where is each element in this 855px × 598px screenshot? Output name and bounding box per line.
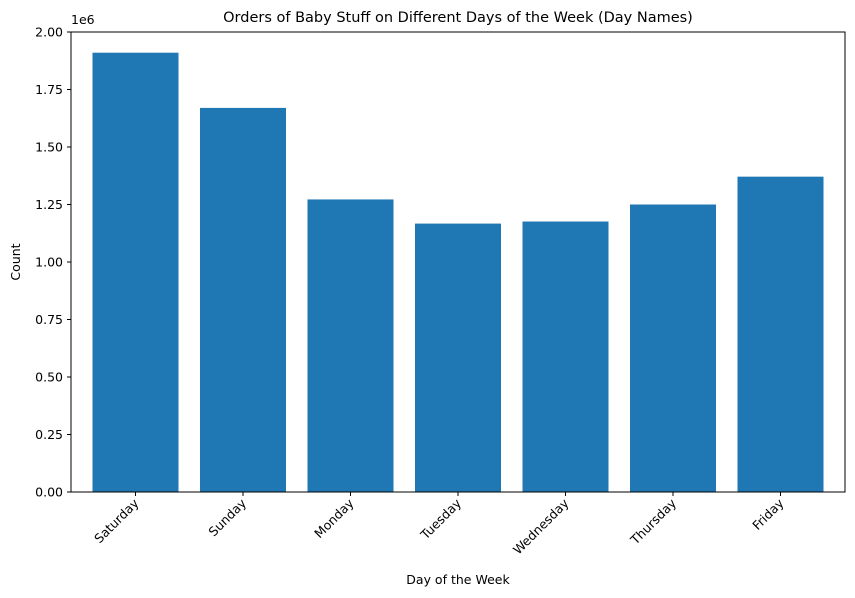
y-axis-offset-label: 1e6 bbox=[71, 12, 95, 27]
x-tick-label-monday: Monday bbox=[311, 495, 357, 541]
y-tick-label: 1.00 bbox=[35, 255, 63, 270]
bar-monday bbox=[307, 199, 394, 492]
y-tick-label: 1.25 bbox=[35, 197, 63, 212]
bar-tuesday bbox=[415, 223, 501, 492]
x-tick-label-wednesday: Wednesday bbox=[510, 495, 572, 557]
x-tick-label-thursday: Thursday bbox=[627, 495, 680, 548]
bar-wednesday bbox=[522, 221, 609, 492]
x-axis-ticks: Saturday Sunday Monday Tuesday Wednesday Thur… bbox=[91, 492, 787, 557]
y-tick-label: 2.00 bbox=[35, 25, 63, 40]
x-axis-label: Day of the Week bbox=[406, 572, 510, 587]
bar-saturday bbox=[92, 52, 179, 492]
x-tick-label-sunday: Sunday bbox=[205, 495, 249, 539]
chart-title: Orders of Baby Stuff on Different Days o… bbox=[223, 10, 693, 26]
bars-group bbox=[92, 52, 824, 493]
y-tick-label: 0.00 bbox=[35, 485, 63, 500]
bar-sunday bbox=[200, 107, 286, 493]
x-tick-label-tuesday: Tuesday bbox=[417, 495, 465, 543]
y-axis-ticks: 0.00 0.25 0.50 0.75 1.00 1.25 1.50 1.75 2.00 bbox=[35, 25, 71, 500]
x-tick-label-friday: Friday bbox=[749, 495, 787, 533]
y-axis-label: Count bbox=[8, 243, 23, 280]
y-tick-label: 0.75 bbox=[35, 312, 63, 327]
bar-thursday bbox=[630, 204, 716, 492]
y-tick-label: 1.50 bbox=[35, 140, 63, 155]
y-tick-label: 1.75 bbox=[35, 82, 63, 97]
bar-friday bbox=[737, 176, 824, 493]
y-tick-label: 0.25 bbox=[35, 427, 63, 442]
y-tick-label: 0.50 bbox=[35, 370, 63, 385]
plot-area-frame bbox=[70, 31, 846, 493]
x-tick-label-saturday: Saturday bbox=[91, 495, 142, 546]
